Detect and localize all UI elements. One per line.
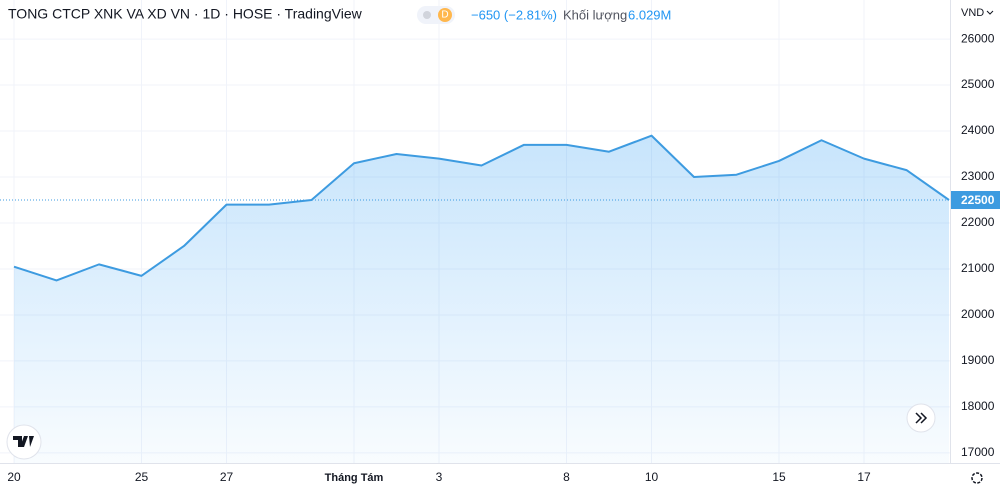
badge-dot [423,11,431,19]
y-tick-label: 26000 [961,31,995,45]
last-price-label: 22500 [961,193,995,207]
y-tick-label: 20000 [961,307,995,321]
x-tick-label: 10 [645,470,659,484]
currency-caret [986,10,994,15]
currency[interactable]: VND [961,7,984,19]
y-tick-label: 25000 [961,77,995,91]
chart-title: TONG CTCP XNK VA XD VN · 1D · HOSE · Tra… [8,6,363,22]
y-tick-label: 22000 [961,215,995,229]
y-tick-label: 17000 [961,445,995,459]
price-change: −650 (−2.81%) [471,7,557,22]
y-tick-label: 23000 [961,169,995,183]
x-tick-label: 15 [772,470,786,484]
x-tick-label: 8 [563,470,570,484]
volume-value: 6.029M [628,7,671,22]
volume-label: Khối lượng [563,7,627,22]
price-line [13,134,950,282]
tv-logo-mark [13,436,34,447]
x-tick-label: Tháng Tám [325,472,384,484]
x-tick-label: 25 [135,470,149,484]
badge-label: D [441,10,448,21]
last-price-box [951,191,1000,210]
x-tick-label: 27 [220,470,234,484]
plot [0,134,950,463]
settings-button[interactable] [971,472,983,484]
scroll-icon [915,412,928,424]
x-tick-label: 20 [7,470,21,484]
y-tick-label: 21000 [961,261,995,275]
y-tick-label: 19000 [961,353,995,367]
x-tick-label: 3 [436,470,443,484]
x-tick-label: 17 [857,470,871,484]
y-tick-label: 24000 [961,123,995,137]
area-fill [14,135,949,463]
badge-circle [438,8,452,22]
axes: 17000 18000 19000 20000 21000 22000 23000 24000… [7,31,1000,484]
y-tick-label: 18000 [961,399,995,413]
